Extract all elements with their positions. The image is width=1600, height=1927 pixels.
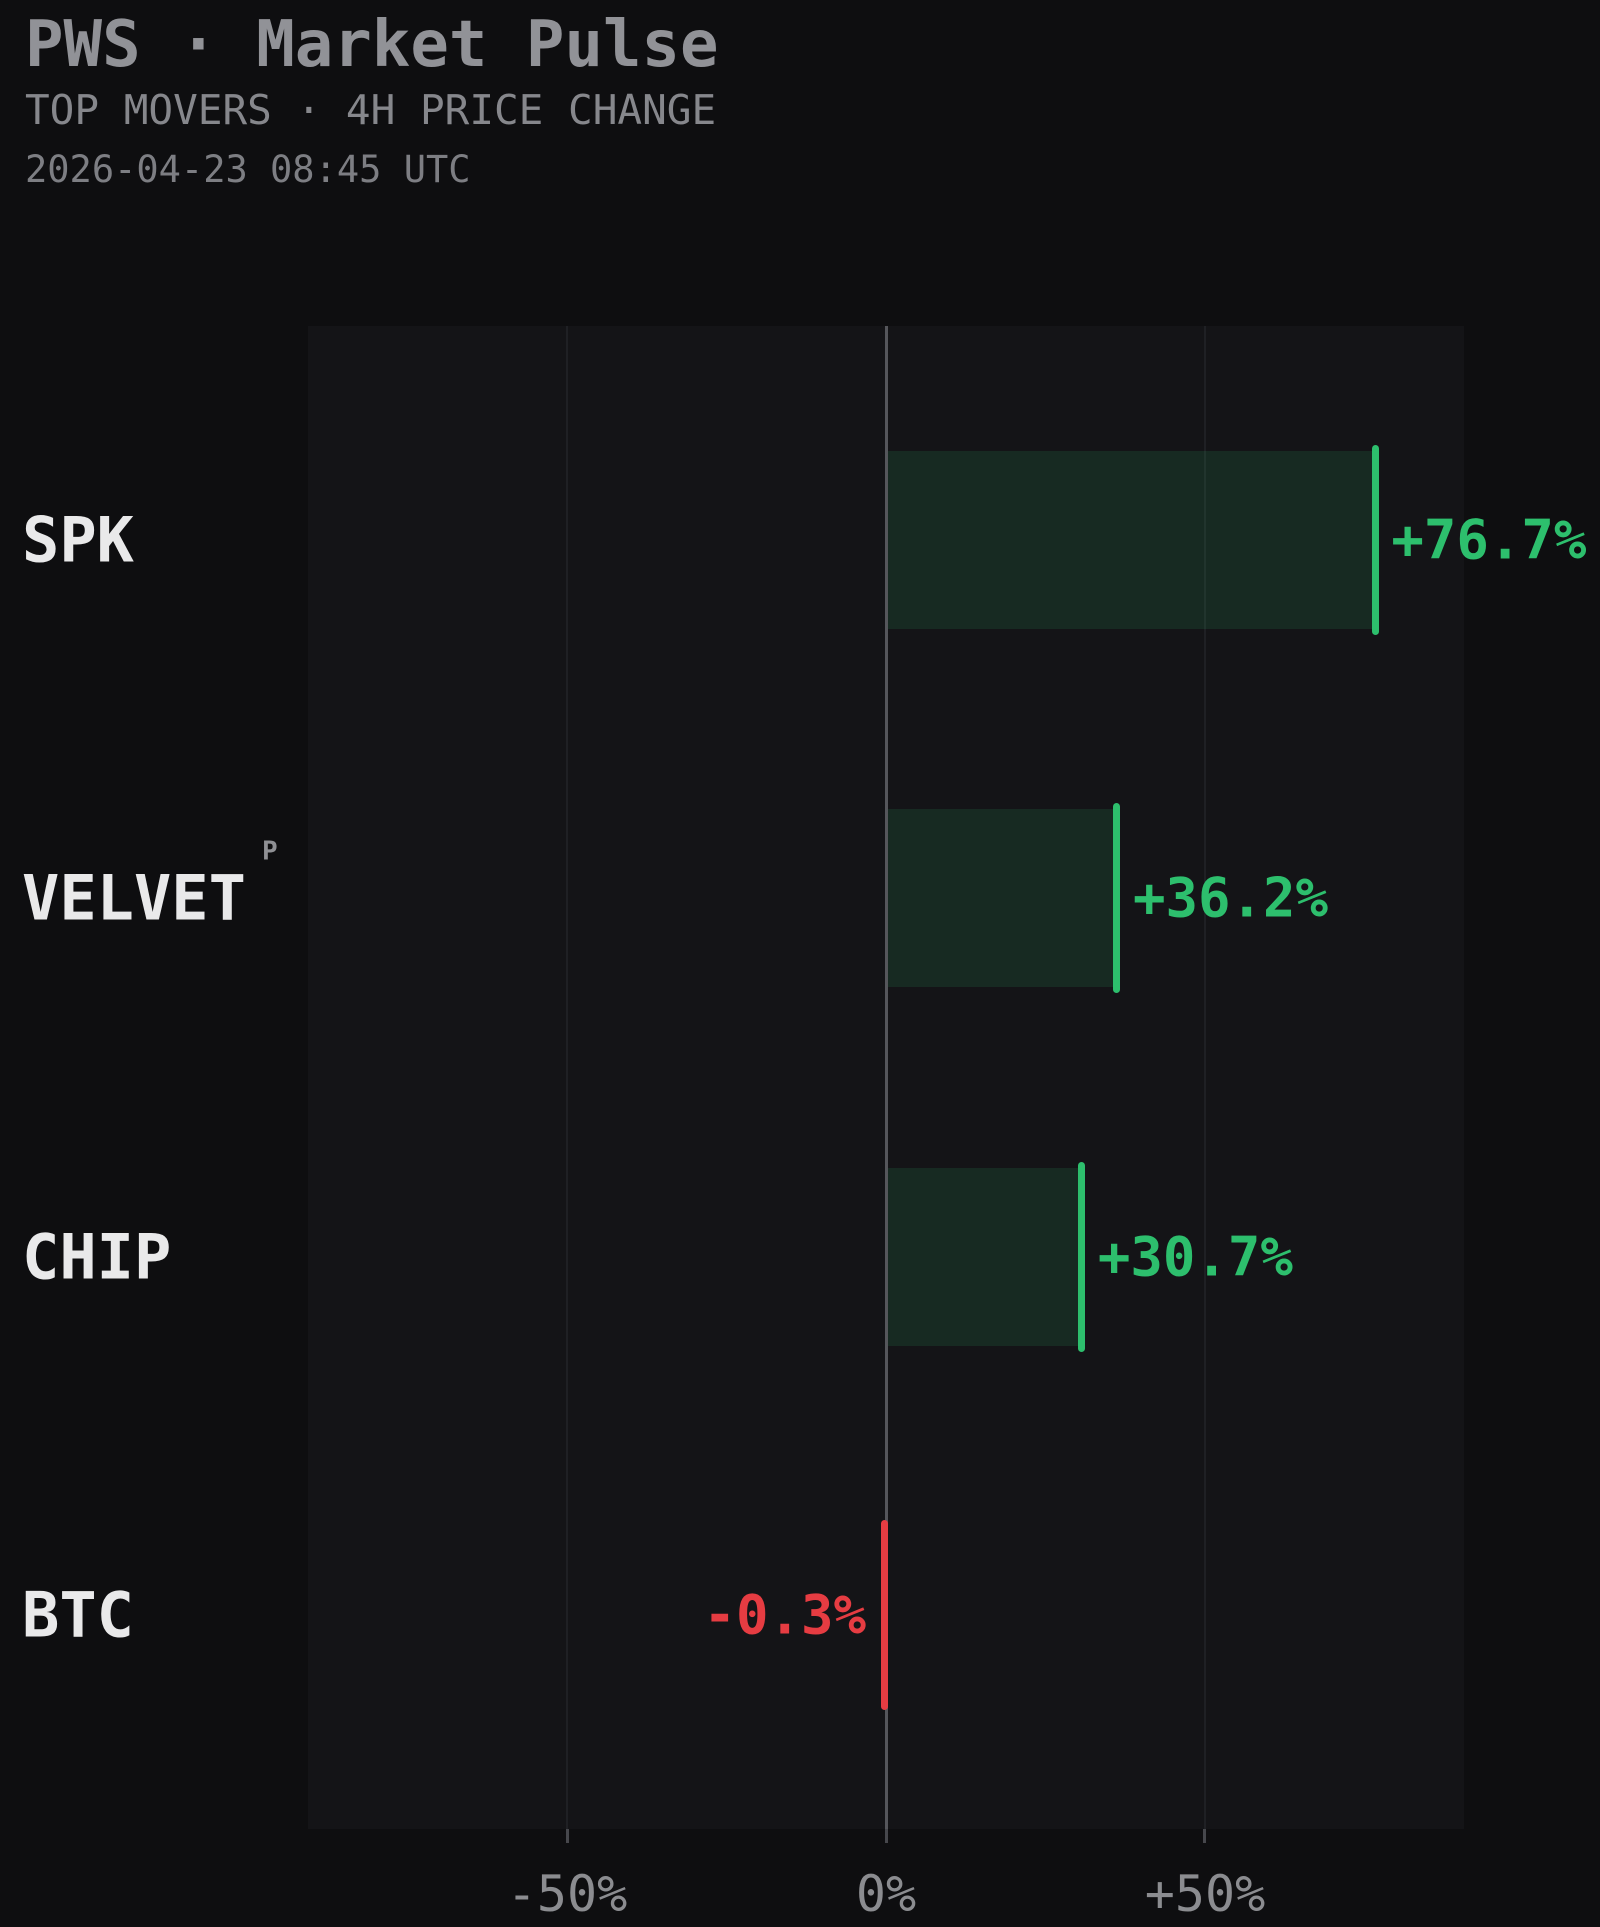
bar-velvet [886, 809, 1117, 987]
gridline-minus-50 [566, 326, 568, 1829]
zero-axis-line [884, 326, 888, 1829]
bar-end-cap-btc [880, 1520, 888, 1710]
value-label-btc: -0.3% [703, 1583, 867, 1647]
row-label-chip: CHIP [22, 1221, 171, 1294]
row-label-velvet: VELVET P [22, 837, 278, 935]
bar-end-cap-chip [1078, 1162, 1086, 1352]
x-tick-mark-zero [884, 1829, 888, 1843]
superscript-annotation: P [261, 836, 278, 867]
row-label-spk: SPK [22, 504, 134, 577]
row-label-chip-text: CHIP [22, 1220, 172, 1294]
row-label-velvet-text: VELVET [22, 861, 246, 935]
bar-end-cap-spk [1371, 445, 1379, 635]
plot-area: +76.7% +36.2% +30.7% -0.3% [308, 326, 1586, 1829]
page-title: PWS · Market Pulse [25, 8, 719, 82]
value-label-spk: +76.7% [1391, 508, 1587, 572]
x-tick-label-plus-50: +50% [1144, 1865, 1266, 1923]
x-tick-label-minus-50: -50% [506, 1865, 628, 1923]
row-label-spk-text: SPK [22, 503, 134, 577]
x-tick-mark-plus-50 [1203, 1829, 1207, 1843]
bar-end-cap-velvet [1113, 803, 1121, 993]
timestamp: 2026-04-23 08:45 UTC [25, 148, 471, 191]
gridline-plus-50 [1203, 326, 1206, 1829]
x-tick-mark-minus-50 [565, 1829, 569, 1843]
value-label-velvet: +36.2% [1132, 866, 1329, 930]
row-label-btc: BTC [22, 1579, 134, 1652]
bar-chip [886, 1168, 1082, 1346]
row-label-btc-text: BTC [22, 1578, 134, 1652]
bar-spk [886, 451, 1376, 629]
page-subtitle: TOP MOVERS · 4H PRICE CHANGE [25, 86, 717, 134]
x-tick-label-zero: 0% [855, 1865, 917, 1923]
value-label-chip: +30.7% [1097, 1225, 1293, 1289]
